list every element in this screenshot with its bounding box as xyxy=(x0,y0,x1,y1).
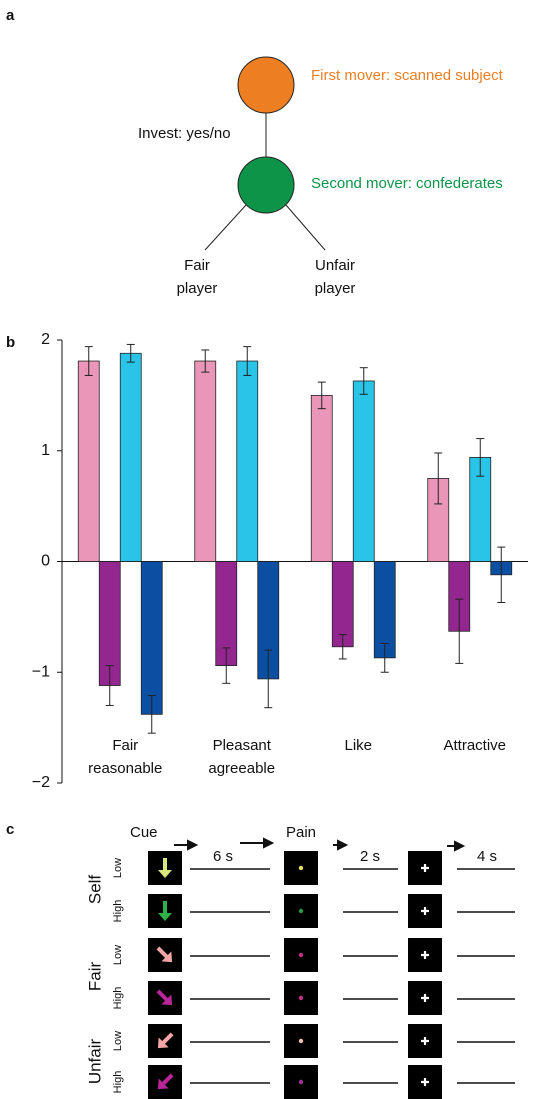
error-bar xyxy=(497,546,506,603)
error-bar xyxy=(222,647,231,684)
edge xyxy=(204,204,247,251)
bar xyxy=(77,360,100,562)
error-bar xyxy=(147,695,156,734)
error-bar xyxy=(359,367,368,395)
error-bar xyxy=(243,346,252,376)
arrow-shape xyxy=(156,946,173,963)
error-bar xyxy=(338,634,347,660)
level-label: Low xyxy=(112,1031,124,1051)
cue-arrow xyxy=(157,1032,174,1049)
x-tick-label: Attractive xyxy=(443,737,507,754)
bar xyxy=(310,394,333,562)
arrow-shape xyxy=(158,901,172,921)
level-label: High xyxy=(112,1071,124,1094)
error-bar xyxy=(434,452,443,505)
error-bar xyxy=(84,346,93,376)
x-tick-label: Like xyxy=(344,737,373,754)
arrow-shape xyxy=(156,989,173,1006)
node-label: Second mover: confederates xyxy=(311,175,503,192)
fixation-cross xyxy=(421,1037,429,1045)
pain-dot xyxy=(298,952,304,958)
x-tick-label: Pleasant agreeable xyxy=(208,737,276,777)
timeline: Cue Pain 6 s 2 s 4 s Low High Low High Low Hi… xyxy=(85,824,515,1099)
edge xyxy=(285,204,326,251)
y-tick-label: 1 xyxy=(41,442,50,459)
arrows xyxy=(174,837,466,852)
edge-label: Invest: yes/no xyxy=(138,125,231,142)
error-bar xyxy=(126,343,135,363)
y-tick-label: −1 xyxy=(32,663,50,680)
fixation-cross xyxy=(421,864,429,872)
duration: 4 s xyxy=(477,848,497,865)
group-label: Fair xyxy=(85,962,104,992)
bar xyxy=(140,561,163,715)
y-tick-label: 0 xyxy=(41,553,50,570)
level-label: Low xyxy=(112,858,124,878)
bar xyxy=(331,561,354,648)
node-label: First mover: scanned subject xyxy=(311,67,504,84)
level-label: Low xyxy=(112,945,124,965)
y-tick-label: −2 xyxy=(32,774,50,791)
cue-arrow xyxy=(158,858,172,878)
y-tick-label: 2 xyxy=(41,331,50,348)
level-label: High xyxy=(112,900,124,923)
duration: 6 s xyxy=(213,848,233,865)
panel-label: b xyxy=(6,334,15,351)
pain-dot xyxy=(298,1038,304,1044)
header: Cue xyxy=(130,824,158,841)
node-second xyxy=(237,156,295,214)
error-bar xyxy=(476,438,485,477)
header: Pain xyxy=(286,824,316,841)
cue-arrow xyxy=(156,946,173,963)
fixation-cross xyxy=(421,1078,429,1086)
pain-dot xyxy=(298,1079,304,1085)
duration: 2 s xyxy=(360,848,380,865)
pain-dot xyxy=(298,995,304,1001)
error-bar xyxy=(455,598,464,664)
group-label: Unfair xyxy=(85,1038,104,1084)
arrow-shape xyxy=(157,1032,174,1049)
cue-arrow xyxy=(158,901,172,921)
error-bar xyxy=(380,642,389,673)
error-bar xyxy=(317,381,326,410)
error-bar xyxy=(201,349,210,373)
panel-label: a xyxy=(6,7,15,24)
error-bar xyxy=(264,649,273,709)
bar xyxy=(194,360,217,562)
x-tick-label: Fair reasonable xyxy=(88,737,163,777)
panel-label: c xyxy=(6,821,14,838)
cue-arrow xyxy=(157,1073,174,1090)
bar xyxy=(119,352,142,562)
arrow-shape xyxy=(158,858,172,878)
cue-arrow xyxy=(156,989,173,1006)
node-first xyxy=(237,56,295,114)
leaf-label: Unfair player xyxy=(314,257,356,297)
level-label: High xyxy=(112,987,124,1010)
error-bar xyxy=(105,665,114,706)
leaf-label: Fair player xyxy=(176,257,218,297)
fixation-cross xyxy=(421,907,429,915)
bar xyxy=(352,380,375,562)
pain-dot xyxy=(298,865,304,871)
arrow-shape xyxy=(157,1073,174,1090)
fixation-cross xyxy=(421,994,429,1002)
bar xyxy=(236,360,259,562)
pain-dot xyxy=(298,908,304,914)
fixation-cross xyxy=(421,951,429,959)
group-label: Self xyxy=(85,875,104,905)
